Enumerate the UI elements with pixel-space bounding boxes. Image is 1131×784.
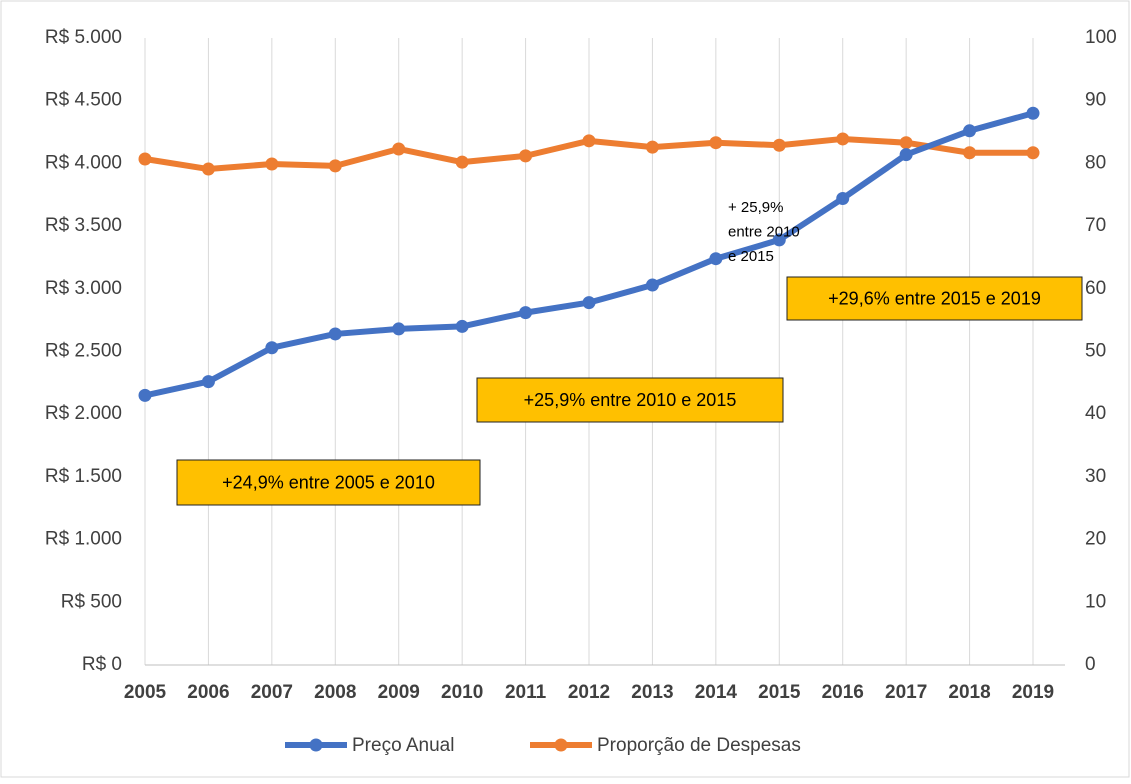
y2-tick-label: 10 xyxy=(1085,591,1106,612)
legend-marker xyxy=(309,738,323,752)
marker xyxy=(709,252,723,266)
marker xyxy=(709,136,723,150)
legend-label: Proporção de Despesas xyxy=(597,735,801,756)
marker xyxy=(201,375,215,389)
x-tick-label: 2008 xyxy=(314,682,356,703)
y2-tick-label: 0 xyxy=(1085,654,1096,675)
x-tick-label: 2011 xyxy=(505,682,547,703)
legend-label: Preço Anual xyxy=(352,735,454,756)
annotation-text: +25,9% entre 2010 e 2015 xyxy=(524,390,737,410)
marker xyxy=(138,388,152,402)
marker xyxy=(1026,146,1040,160)
marker xyxy=(265,341,279,355)
note-text: + 25,9% xyxy=(728,199,783,216)
note-text: e 2015 xyxy=(728,248,774,265)
y-tick-label: R$ 5.000 xyxy=(45,27,122,48)
x-tick-label: 2016 xyxy=(822,682,864,703)
y2-tick-label: 70 xyxy=(1085,215,1106,236)
marker xyxy=(201,162,215,176)
marker xyxy=(582,134,596,148)
marker xyxy=(519,149,533,163)
annotation-box xyxy=(176,459,481,506)
marker xyxy=(582,296,596,310)
y-tick-label: R$ 4.500 xyxy=(45,90,122,111)
x-tick-label: 2017 xyxy=(885,682,927,703)
annotation-box xyxy=(786,276,1083,321)
marker xyxy=(392,142,406,156)
annotation-text: +29,6% entre 2015 e 2019 xyxy=(828,288,1041,308)
marker xyxy=(963,146,977,160)
y2-tick-label: 40 xyxy=(1085,403,1106,424)
x-tick-label: 2007 xyxy=(251,682,293,703)
marker xyxy=(392,322,406,336)
y-tick-label: R$ 2.500 xyxy=(45,341,122,362)
marker xyxy=(645,278,659,292)
y-tick-label: R$ 500 xyxy=(61,591,122,612)
marker xyxy=(899,136,913,150)
annotation-text: +24,9% entre 2005 e 2010 xyxy=(222,472,435,492)
x-tick-label: 2006 xyxy=(187,682,229,703)
annotation-box xyxy=(476,377,784,423)
y-tick-label: R$ 3.500 xyxy=(45,215,122,236)
y-tick-label: R$ 2.000 xyxy=(45,403,122,424)
marker xyxy=(328,327,342,341)
note-text: entre 2010 xyxy=(728,223,800,240)
x-tick-label: 2005 xyxy=(124,682,167,703)
x-tick-label: 2019 xyxy=(1012,682,1054,703)
marker xyxy=(836,192,850,206)
marker xyxy=(455,319,469,333)
x-tick-label: 2012 xyxy=(568,682,610,703)
y-tick-label: R$ 0 xyxy=(82,654,122,675)
marker xyxy=(265,157,279,171)
y-tick-label: R$ 3.000 xyxy=(45,278,122,299)
x-tick-label: 2015 xyxy=(758,682,801,703)
marker xyxy=(772,233,786,247)
marker xyxy=(772,138,786,152)
x-tick-label: 2013 xyxy=(631,682,673,703)
y2-tick-label: 100 xyxy=(1085,27,1117,48)
marker xyxy=(455,155,469,169)
x-tick-label: 2014 xyxy=(695,682,738,703)
y2-tick-label: 30 xyxy=(1085,466,1106,487)
marker xyxy=(899,148,913,162)
y-tick-label: R$ 1.000 xyxy=(45,529,122,550)
marker xyxy=(963,124,977,138)
x-tick-label: 2018 xyxy=(948,682,990,703)
y-tick-label: R$ 4.000 xyxy=(45,152,122,173)
marker xyxy=(1026,106,1040,120)
marker xyxy=(138,152,152,166)
y-tick-label: R$ 1.500 xyxy=(45,466,122,487)
y2-tick-label: 80 xyxy=(1085,152,1106,173)
x-tick-label: 2009 xyxy=(378,682,420,703)
marker xyxy=(328,159,342,173)
marker xyxy=(519,306,533,320)
y2-tick-label: 50 xyxy=(1085,341,1106,362)
y2-tick-label: 20 xyxy=(1085,529,1106,550)
x-tick-label: 2010 xyxy=(441,682,483,703)
y2-tick-label: 60 xyxy=(1085,278,1106,299)
y2-tick-label: 90 xyxy=(1085,90,1106,111)
marker xyxy=(836,132,850,146)
legend-marker xyxy=(554,738,568,752)
marker xyxy=(645,140,659,154)
